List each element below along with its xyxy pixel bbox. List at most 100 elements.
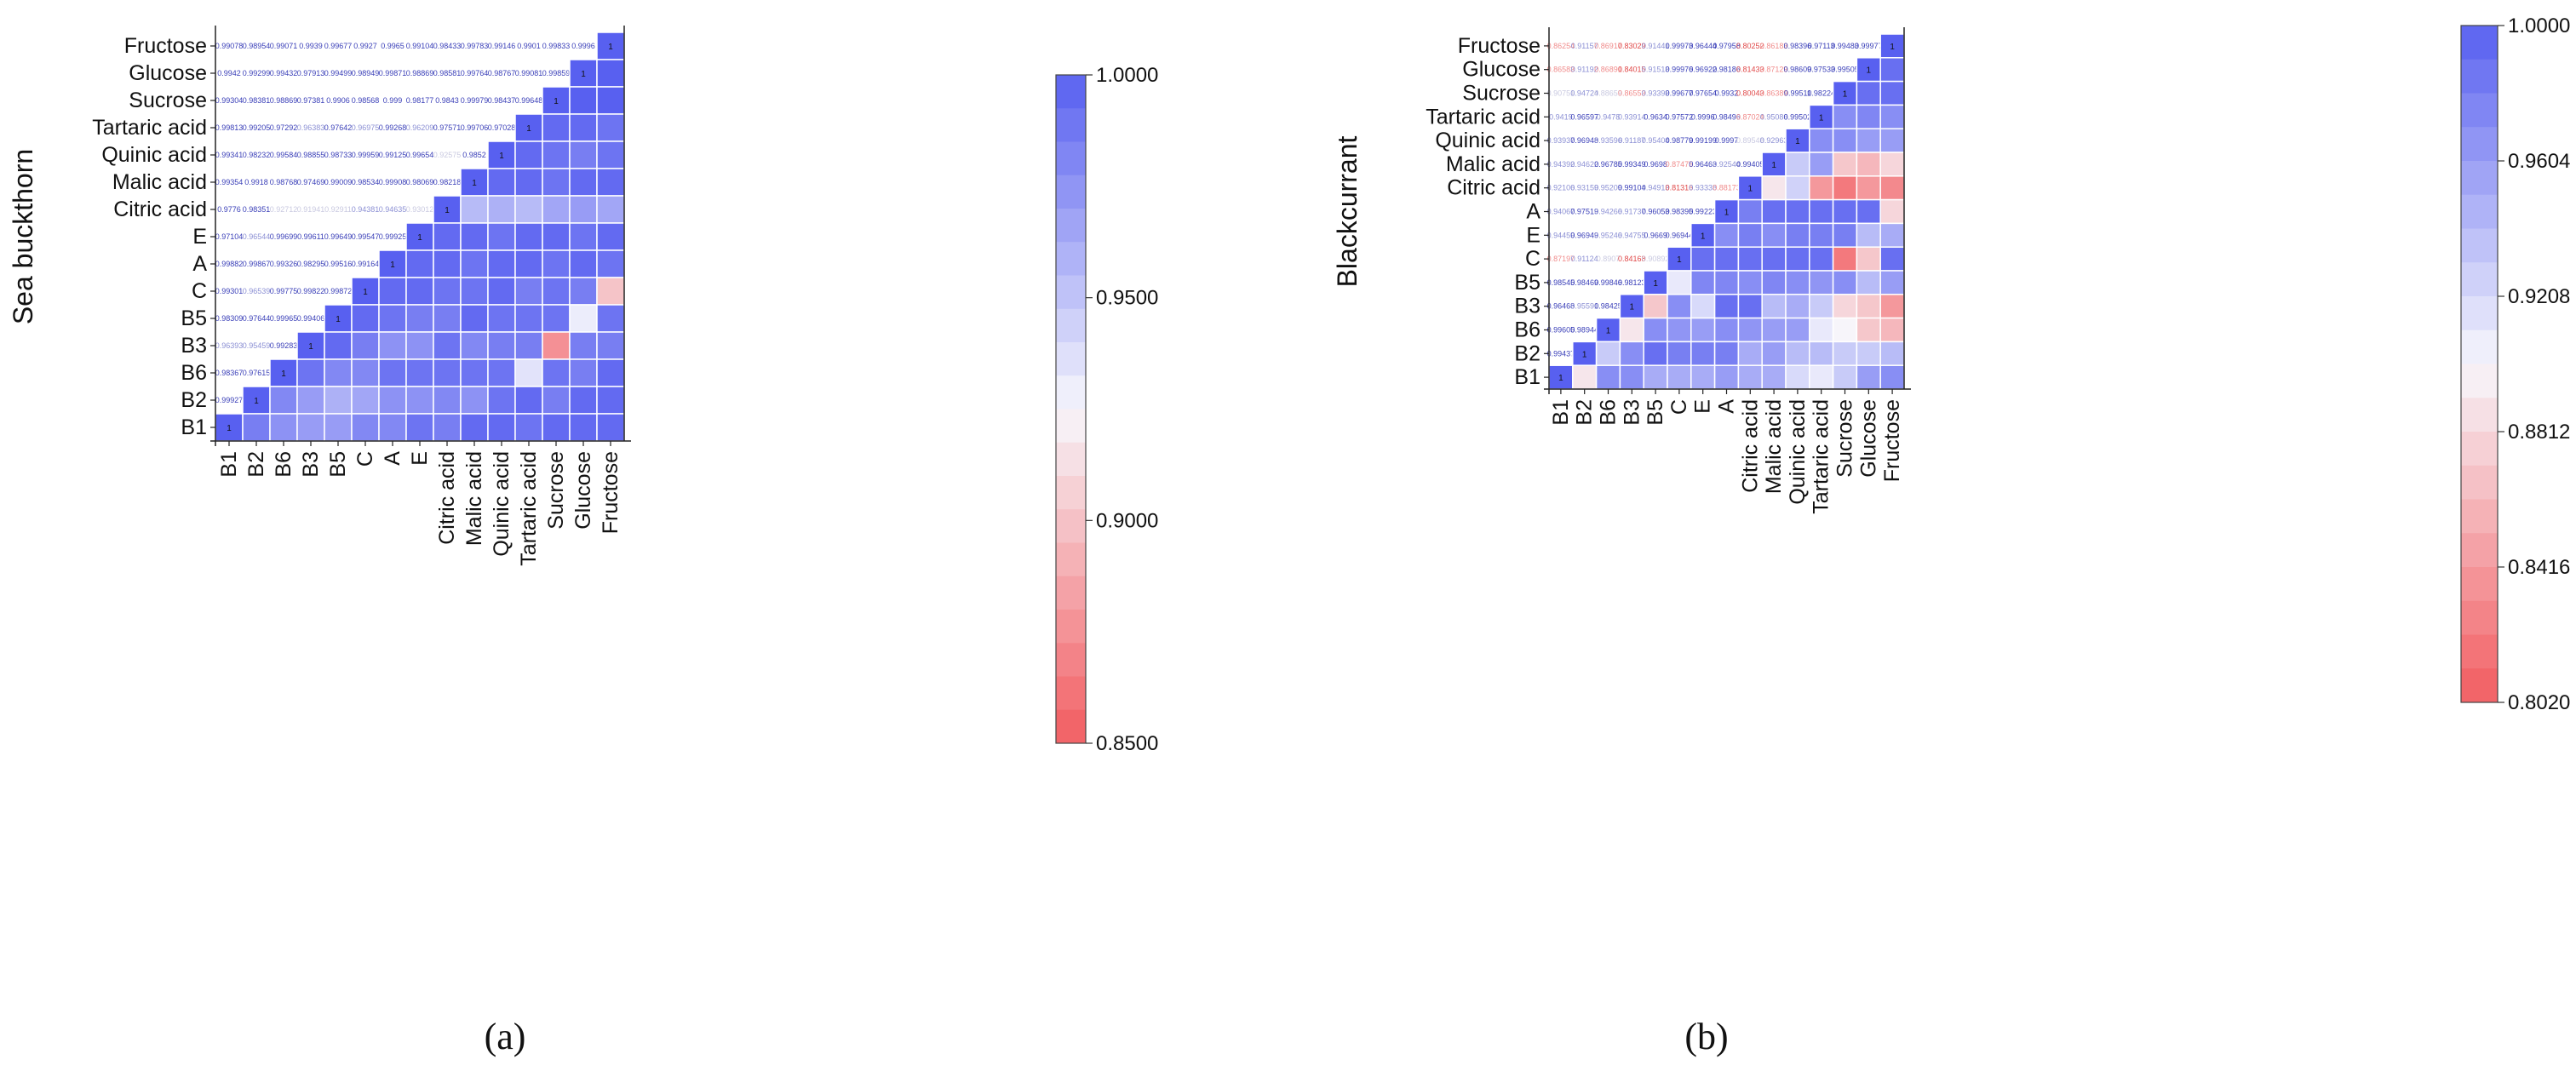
heatmap-cell [460, 277, 489, 306]
x-tick-label: B2 [244, 451, 268, 478]
heatmap-cell [1761, 317, 1787, 343]
heatmap-cell [1690, 270, 1716, 295]
heatmap-cell [1809, 317, 1834, 343]
cell-value: 0.9478 [1597, 112, 1621, 121]
heatmap-cell [487, 168, 516, 197]
cell-value: 0.99775 [270, 287, 298, 295]
cell-value: 0.84015 [1618, 66, 1646, 74]
diagonal-value: 1 [254, 397, 259, 406]
colorbar-segment [1056, 576, 1086, 610]
x-tick-label: C [353, 451, 377, 467]
cell-value: 0.99611 [297, 232, 324, 241]
heatmap-cell [542, 358, 571, 387]
cell-value: 0.99979 [461, 96, 489, 105]
heatmap-cell [1809, 152, 1834, 177]
x-tick-label: A [1715, 399, 1739, 414]
cell-value: 0.93596 [1594, 136, 1622, 145]
x-tick-label: B3 [1620, 399, 1644, 426]
colorbar-segment [1056, 643, 1086, 677]
cell-value: 0.99078 [215, 42, 244, 50]
cell-value: 0.97654 [1689, 89, 1717, 98]
heatmap-cell [514, 277, 543, 306]
heatmap-cell [1690, 246, 1716, 272]
x-tick-label: B1 [217, 451, 241, 478]
cell-value: 0.99822 [297, 287, 325, 295]
cell-value: 0.97028 [488, 123, 516, 132]
cell-value: 0.91441 [1642, 42, 1670, 50]
heatmap-cell [351, 304, 380, 333]
heatmap-cell [1879, 246, 1905, 272]
heatmap-cell [596, 86, 625, 115]
cell-value: 0.99959 [352, 151, 380, 159]
cell-value: 0.87024 [1736, 112, 1764, 121]
colorbar-tick-label: 0.9604 [2508, 150, 2570, 173]
heatmap-cell [1879, 57, 1905, 83]
x-tick-label: Glucose [1856, 399, 1880, 478]
cell-value: 0.98367 [215, 369, 244, 377]
heatmap-cell [1643, 341, 1668, 366]
colorbar-segment [2461, 567, 2498, 602]
cell-value: 0.98437 [488, 96, 516, 105]
heatmap-cell [487, 195, 516, 224]
colorbar-segment [1056, 542, 1086, 577]
cell-value: 0.87129 [1760, 66, 1788, 74]
cell-value: 0.99867 [243, 260, 271, 268]
cell-value: 0.99205 [243, 123, 271, 132]
heatmap-cell [1832, 317, 1858, 343]
cell-value: 0.99871 [379, 69, 407, 77]
y-tick-label: Malic acid [1446, 152, 1540, 176]
cell-value: 0.91157 [1571, 42, 1598, 50]
heatmap-cell [514, 331, 543, 360]
heatmap-cell [487, 277, 516, 306]
heatmap-cell [1690, 341, 1716, 366]
cell-value: 0.99677 [1666, 89, 1694, 98]
cell-value: 0.99341 [215, 151, 244, 159]
heatmap-cell [1785, 341, 1810, 366]
heatmap-cell [405, 277, 434, 306]
heatmap-cell [1879, 175, 1905, 201]
cell-value: 0.99976 [1666, 66, 1694, 74]
heatmap-cell [351, 386, 380, 415]
heatmap-cell [1690, 317, 1716, 343]
heatmap-cell [542, 386, 571, 415]
cell-value: 0.86553 [1618, 89, 1646, 98]
heatmap-cell [1785, 222, 1810, 248]
cell-value: 0.99164 [352, 260, 380, 268]
heatmap-cell [1643, 317, 1668, 343]
cell-value: 0.99584 [270, 151, 298, 159]
heatmap-cell [460, 249, 489, 278]
heatmap-cell [1856, 128, 1881, 153]
heatmap-cell [542, 113, 571, 142]
cell-value: 0.92712 [270, 205, 298, 214]
y-tick-label: Quinic acid [101, 143, 207, 167]
cell-value: 0.9965 [381, 42, 404, 50]
colorbar-segment [2461, 26, 2498, 60]
heatmap-cell [1761, 198, 1787, 225]
cell-value: 0.99973 [1666, 42, 1694, 50]
colorbar-segment [2461, 262, 2498, 297]
y-tick-label: Citric acid [113, 198, 207, 221]
heatmap-cell [324, 358, 353, 387]
cell-value: 0.98568 [352, 96, 380, 105]
x-tick-label: E [408, 451, 432, 466]
cell-value: 0.99104 [1618, 184, 1646, 192]
heatmap-cell [514, 386, 543, 415]
heatmap-cell [569, 413, 598, 442]
heatmap-cell [596, 222, 625, 251]
heatmap-cell [1667, 341, 1692, 366]
cell-value: 0.96383 [297, 123, 325, 132]
heatmap-cell [1761, 222, 1787, 248]
cell-value: 0.96209 [406, 123, 434, 132]
heatmap-cell [1737, 364, 1763, 390]
heatmap-cell [569, 86, 598, 115]
cell-value: 0.99649 [324, 232, 353, 241]
heatmap-cell [1785, 246, 1810, 272]
cell-value: 0.93338 [1689, 184, 1717, 192]
cell-value: 0.86891 [1594, 66, 1622, 74]
cell-value: 0.87475 [1666, 160, 1694, 169]
colorbar-segment [1056, 275, 1086, 310]
x-tick-label: Malic acid [1762, 399, 1786, 494]
y-tick-label: B1 [181, 415, 207, 439]
cell-value: 0.99908 [379, 178, 407, 186]
diagonal-cell [405, 222, 434, 251]
